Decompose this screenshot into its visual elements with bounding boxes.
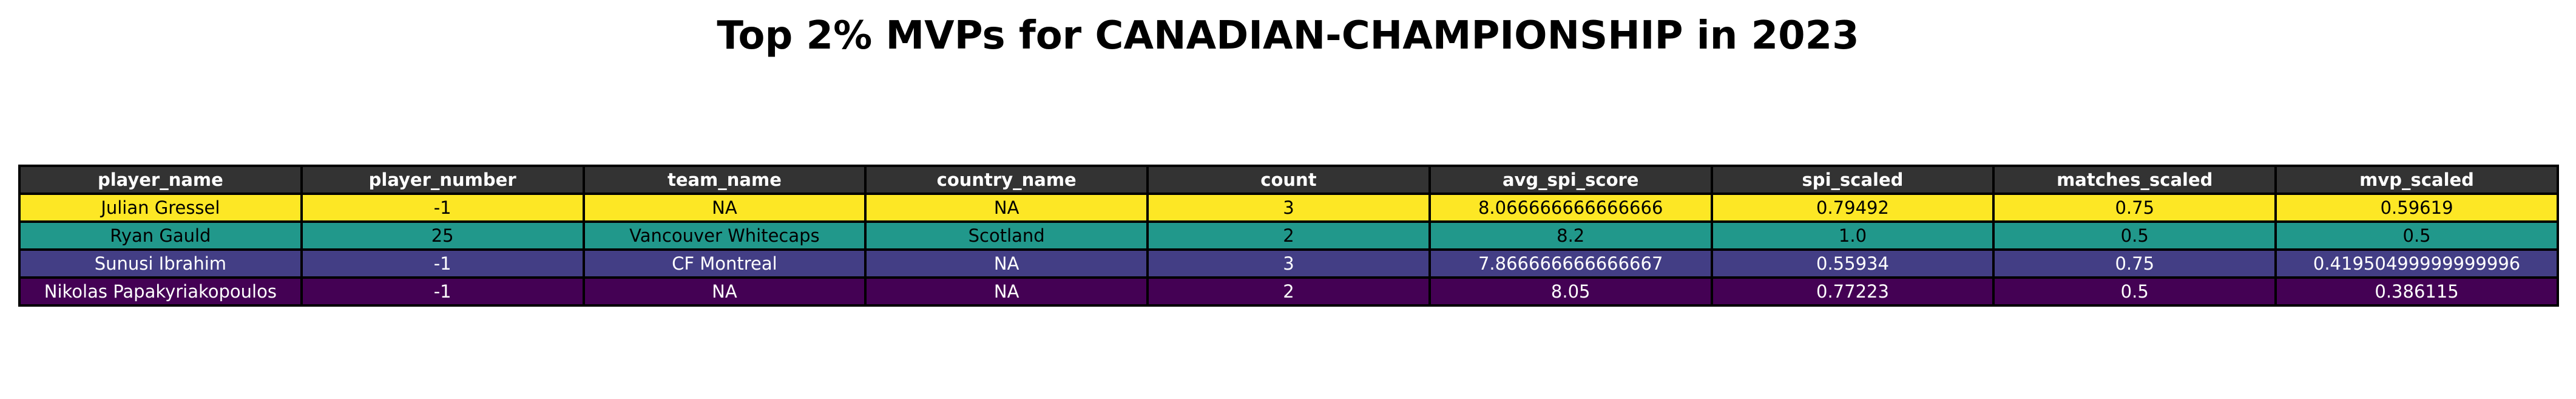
header-row: player_name player_number team_name coun… [18, 165, 2559, 195]
cell-spi-scaled: 1.0 [1710, 220, 1995, 251]
chart-title: Top 2% MVPs for CANADIAN-CHAMPIONSHIP in… [717, 13, 1859, 58]
header-mvp-scaled: mvp_scaled [2274, 165, 2559, 195]
cell-avg-spi-score: 7.866666666666667 [1428, 248, 1713, 279]
cell-mvp-scaled: 0.41950499999999996 [2274, 248, 2559, 279]
cell-count: 2 [1146, 276, 1431, 307]
header-player-name: player_name [18, 165, 303, 195]
cell-count: 3 [1146, 248, 1431, 279]
cell-count: 2 [1146, 220, 1431, 251]
cell-team-name: Vancouver Whitecaps [582, 220, 867, 251]
cell-avg-spi-score: 8.05 [1428, 276, 1713, 307]
cell-mvp-scaled: 0.5 [2274, 220, 2559, 251]
cell-matches-scaled: 0.5 [1992, 220, 2277, 251]
cell-mvp-scaled: 0.59619 [2274, 193, 2559, 223]
cell-spi-scaled: 0.79492 [1710, 193, 1995, 223]
cell-avg-spi-score: 8.2 [1428, 220, 1713, 251]
cell-matches-scaled: 0.75 [1992, 193, 2277, 223]
cell-player-number: 25 [300, 220, 585, 251]
cell-spi-scaled: 0.77223 [1710, 276, 1995, 307]
cell-avg-spi-score: 8.066666666666666 [1428, 193, 1713, 223]
cell-mvp-scaled: 0.386115 [2274, 276, 2559, 307]
table-row: Julian Gressel -1 NA NA 3 8.066666666666… [18, 193, 2559, 223]
header-count: count [1146, 165, 1431, 195]
cell-team-name: CF Montreal [582, 248, 867, 279]
cell-player-name: Ryan Gauld [18, 220, 303, 251]
table-row: Sunusi Ibrahim -1 CF Montreal NA 3 7.866… [18, 248, 2559, 279]
cell-country-name: NA [864, 248, 1149, 279]
cell-country-name: Scotland [864, 220, 1149, 251]
table-row: Nikolas Papakyriakopoulos -1 NA NA 2 8.0… [18, 276, 2559, 307]
cell-matches-scaled: 0.5 [1992, 276, 2277, 307]
header-spi-scaled: spi_scaled [1710, 165, 1995, 195]
header-player-number: player_number [300, 165, 585, 195]
cell-player-number: -1 [300, 248, 585, 279]
header-team-name: team_name [582, 165, 867, 195]
table-row: Ryan Gauld 25 Vancouver Whitecaps Scotla… [18, 220, 2559, 251]
header-matches-scaled: matches_scaled [1992, 165, 2277, 195]
cell-count: 3 [1146, 193, 1431, 223]
mvp-table: player_name player_number team_name coun… [18, 165, 2559, 307]
cell-team-name: NA [582, 276, 867, 307]
cell-player-number: -1 [300, 193, 585, 223]
cell-country-name: NA [864, 193, 1149, 223]
cell-matches-scaled: 0.75 [1992, 248, 2277, 279]
cell-team-name: NA [582, 193, 867, 223]
cell-player-name: Sunusi Ibrahim [18, 248, 303, 279]
header-country-name: country_name [864, 165, 1149, 195]
cell-player-number: -1 [300, 276, 585, 307]
cell-country-name: NA [864, 276, 1149, 307]
cell-player-name: Nikolas Papakyriakopoulos [18, 276, 303, 307]
cell-spi-scaled: 0.55934 [1710, 248, 1995, 279]
cell-player-name: Julian Gressel [18, 193, 303, 223]
header-avg-spi-score: avg_spi_score [1428, 165, 1713, 195]
